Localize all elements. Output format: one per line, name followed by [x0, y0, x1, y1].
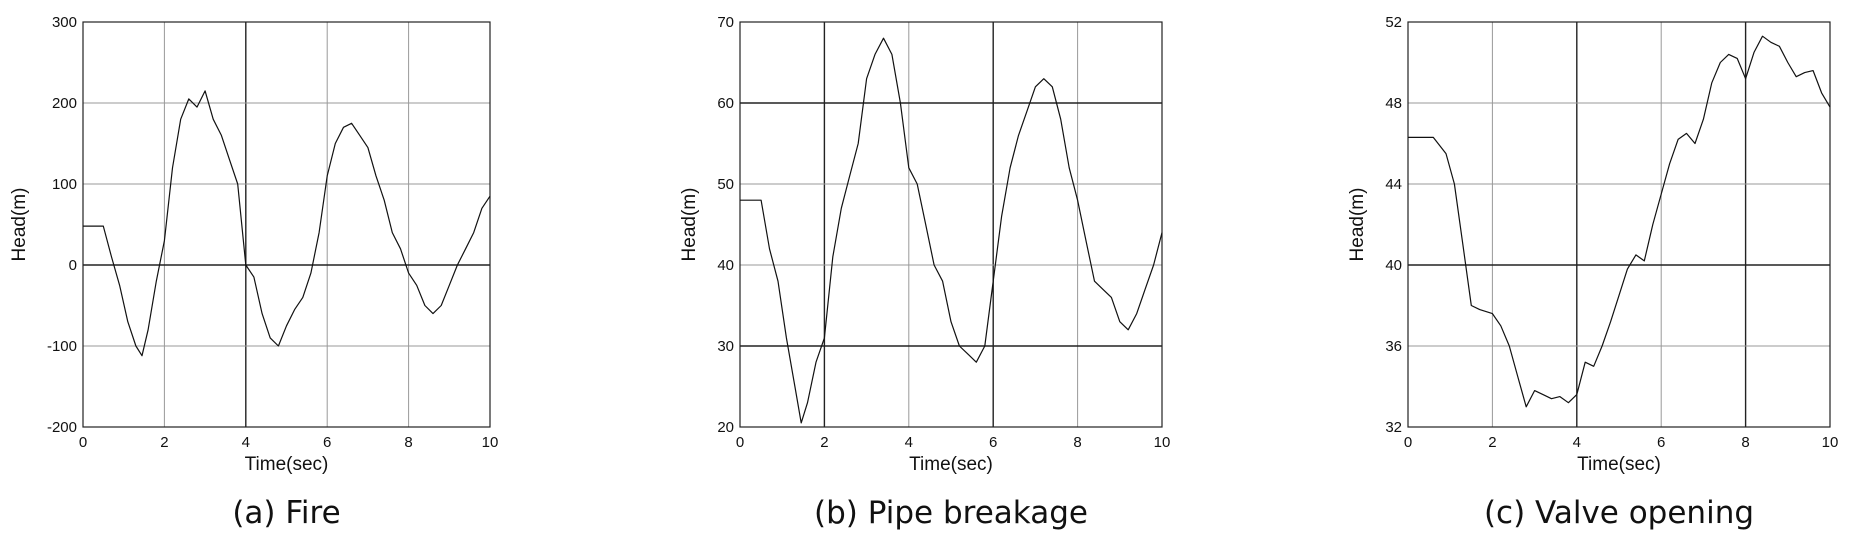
chart-caption: (a) Fire	[232, 495, 341, 531]
x-axis-label: Time(sec)	[245, 454, 329, 475]
chart-pipe-breakage: 0 2 4 6 8 10 20 30 40 50 60 70 Time(sec) Head(m)	[679, 14, 1170, 475]
x-tick-label: 6	[323, 434, 331, 451]
series-line-head	[740, 37, 1163, 424]
x-tick-label: 4	[905, 434, 913, 451]
y-tick-label: 36	[1385, 338, 1402, 355]
chart-panel-pipe-breakage: 0 2 4 6 8 10 20 30 40 50 60 70 Time(sec) Head(m) (b) …	[620, 0, 1170, 543]
y-tick-label: 48	[1385, 95, 1402, 112]
y-tick-label: 50	[717, 176, 734, 193]
plot-frame	[1407, 21, 1831, 428]
grid	[82, 21, 491, 428]
x-axis-label: Time(sec)	[1577, 454, 1661, 475]
y-tick-label: 200	[52, 95, 77, 112]
y-axis-label: Head(m)	[9, 188, 30, 262]
plot-frame	[82, 21, 491, 428]
x-tick-label: 2	[820, 434, 828, 451]
series-line-head	[1408, 35, 1831, 408]
chart-panel-fire: 0 2 4 6 8 10 -200 -100 0 100 200 300 Time(sec) Head(m…	[0, 0, 498, 543]
chart-caption: (b) Pipe breakage	[814, 495, 1088, 531]
y-tick-label: 100	[52, 176, 77, 193]
x-tick-label: 0	[736, 434, 744, 451]
y-tick-label: 300	[52, 14, 77, 31]
y-tick-label: 30	[717, 338, 734, 355]
y-axis-label: Head(m)	[1347, 188, 1368, 262]
plot-frame	[739, 21, 1163, 428]
x-tick-label: 0	[1404, 434, 1412, 451]
x-tick-label: 6	[1657, 434, 1665, 451]
y-axis-label: Head(m)	[679, 188, 700, 262]
grid	[739, 21, 1163, 428]
x-tick-label: 2	[160, 434, 168, 451]
y-tick-label: 52	[1385, 14, 1402, 31]
x-tick-label: 4	[1573, 434, 1581, 451]
x-tick-label: 10	[482, 434, 499, 451]
y-tick-label: 40	[717, 257, 734, 274]
grid	[1407, 21, 1831, 428]
x-tick-label: 2	[1488, 434, 1496, 451]
x-axis-label: Time(sec)	[909, 454, 993, 475]
x-tick-label: 8	[1741, 434, 1749, 451]
x-tick-label: 8	[404, 434, 412, 451]
chart-caption: (c) Valve opening	[1483, 495, 1755, 531]
y-tick-label: 0	[69, 257, 77, 274]
y-tick-label: 40	[1385, 257, 1402, 274]
y-tick-label: 60	[717, 95, 734, 112]
x-tick-label: 4	[242, 434, 250, 451]
chart-valve-opening: 0 2 4 6 8 10 32 36 40 44 48 52 Time(sec) Head(m)	[1347, 14, 1838, 475]
chart-panel-valve-opening: 0 2 4 6 8 10 32 36 40 44 48 52 Time(sec) Head(m) (c) …	[1290, 0, 1838, 543]
x-tick-label: 0	[79, 434, 87, 451]
x-tick-label: 10	[1154, 434, 1171, 451]
y-tick-label: -100	[47, 338, 77, 355]
x-tick-label: 10	[1822, 434, 1839, 451]
y-tick-label: 70	[717, 14, 734, 31]
x-tick-label: 8	[1073, 434, 1081, 451]
y-tick-label: 32	[1385, 419, 1402, 436]
series-line-head	[83, 90, 491, 357]
chart-fire: 0 2 4 6 8 10 -200 -100 0 100 200 300 Time(sec) Head(m…	[9, 14, 498, 475]
y-tick-label: 20	[717, 419, 734, 436]
y-tick-label: 44	[1385, 176, 1402, 193]
x-tick-label: 6	[989, 434, 997, 451]
y-tick-label: -200	[47, 419, 77, 436]
